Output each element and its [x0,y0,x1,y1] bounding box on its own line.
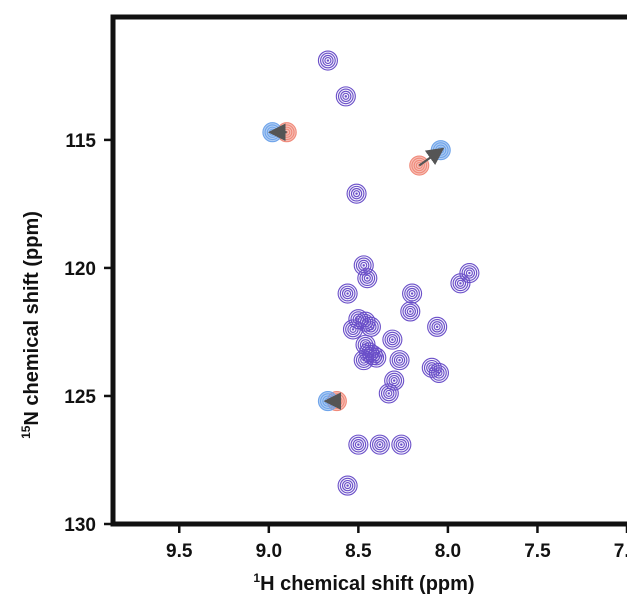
arrows-layer [267,123,445,410]
peak-overlap-1 [335,86,356,107]
y-tick-label: 125 [64,387,96,408]
plot-frame [110,14,627,527]
x-tick-label: 9.0 [256,541,282,562]
peak-overlap-2 [346,183,367,204]
peak-overlap-12 [360,316,381,337]
y-tick-label: 115 [65,131,96,152]
peak-overlap-19 [366,347,387,368]
peak-overlap-25 [378,383,399,404]
x-axis-ticks: 9.5 9.0 8.5 8.0 7.5 7.0 [166,524,627,562]
peak-overlap-15 [382,329,403,350]
peak-overlap-13 [342,319,364,340]
peak-overlap-27 [369,434,390,455]
x-tick-label: 8.5 [345,541,372,562]
x-tick-label: 9.5 [166,541,193,562]
peak-overlap-5 [337,283,358,304]
x-tick-label: 8.0 [435,541,461,562]
peak-overlap-4 [357,268,378,289]
peaks-layer [262,50,480,496]
peak-overlap-9 [450,273,471,294]
peak-overlap-20 [353,350,374,371]
x-tick-label: 7.0 [614,541,627,562]
peak-overlap-14 [427,316,448,337]
peak-overlap-24 [384,370,405,391]
y-axis-title: 15N chemical shift (ppm) [19,211,43,439]
peak-overlap-6 [402,283,423,304]
peak-overlap-26 [348,434,369,455]
peak-overlap-23 [428,362,450,383]
peak-overlap-3 [353,255,374,276]
x-tick-label: 7.5 [524,541,551,562]
x-axis-title: 1H chemical shift (ppm) [253,571,474,595]
peak-overlap-29 [337,475,358,496]
shift-arrow-1 [418,147,445,167]
peak-overlap-28 [391,434,412,455]
y-tick-label: 130 [64,515,96,536]
peak-overlap-0 [317,50,338,71]
y-tick-label: 120 [64,259,96,280]
peak-overlap-21 [389,350,410,371]
y-axis-ticks: 115 120 125 130 [64,131,113,536]
peak-overlap-7 [400,301,421,322]
